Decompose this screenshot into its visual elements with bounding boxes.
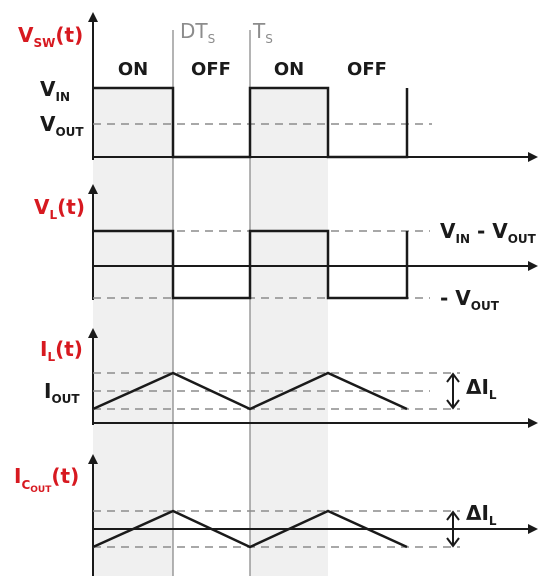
phase-label-on-2: ON <box>274 59 304 80</box>
vsw-signal-label: VSW(t) <box>18 23 83 50</box>
icout-ripple-arrowhead-up <box>446 510 460 521</box>
il-ripple-arrowhead-down <box>446 399 460 410</box>
il-iout-label: IOUT <box>44 379 80 406</box>
phase-label-off-1: OFF <box>191 59 231 80</box>
dt-marker-label: DTS <box>180 19 215 46</box>
phase-label-off-2: OFF <box>347 59 387 80</box>
phase-label-on-1: ON <box>118 59 148 80</box>
vl-signal-label: VL(t) <box>34 195 85 222</box>
icout-ripple-label: ΔIL <box>466 501 497 528</box>
icout-signal-label: ICOUT(t) <box>14 464 79 495</box>
icout-ripple-arrowhead-down <box>446 537 460 548</box>
vl-upper-level-label: VIN - VOUT <box>440 219 537 246</box>
vsw-waveform <box>93 86 409 159</box>
il-signal-label: IL(t) <box>40 337 83 364</box>
icout-waveform <box>92 509 408 549</box>
vl-lower-level-label: - VOUT <box>440 286 500 313</box>
il-waveform <box>92 371 408 411</box>
on-phase-shade-2 <box>250 88 328 576</box>
on-phase-shade-1 <box>93 88 173 576</box>
vl-waveform <box>93 229 409 300</box>
vsw-vin-label: VIN <box>40 77 70 104</box>
ts-marker-label: TS <box>252 19 273 46</box>
vsw-vout-label: VOUT <box>40 112 84 139</box>
il-ripple-label: ΔIL <box>466 375 497 402</box>
il-ripple-arrowhead-up <box>446 372 460 383</box>
